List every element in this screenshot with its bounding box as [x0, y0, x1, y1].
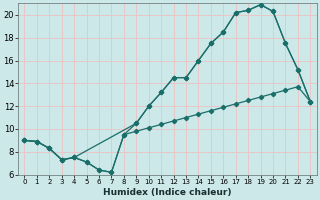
X-axis label: Humidex (Indice chaleur): Humidex (Indice chaleur)	[103, 188, 232, 197]
